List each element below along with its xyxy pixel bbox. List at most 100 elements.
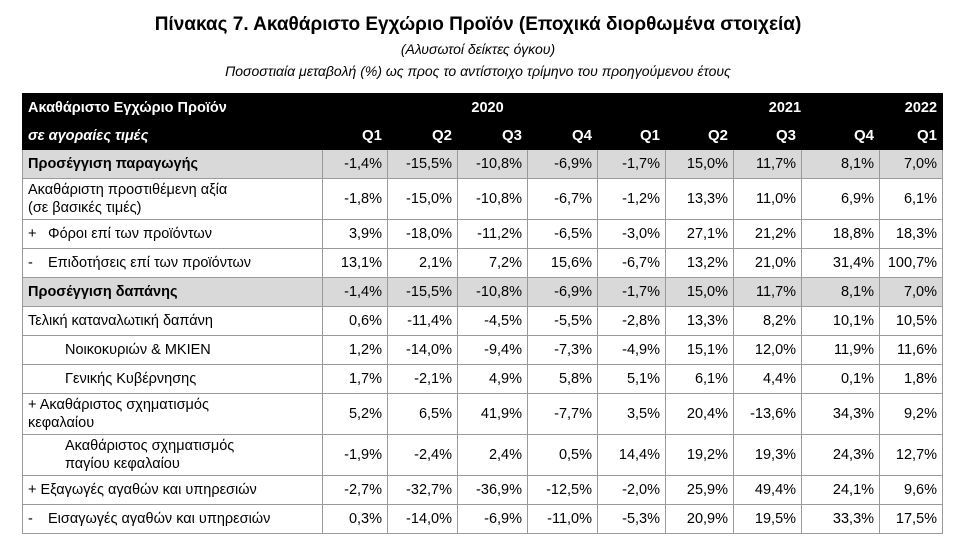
value-cell: 5,8% [526,364,599,394]
value-cell: 11,0% [733,178,803,220]
row-prefix: + [28,226,37,242]
value-cell: 31,4% [801,248,881,278]
value-cell: -18,0% [387,219,458,249]
value-cell: 25,9% [665,475,735,505]
value-cell: 6,1% [665,364,735,394]
value-cell: -6,5% [526,219,599,249]
value-cell: 12,0% [733,335,803,365]
value-cell: 13,3% [665,306,735,336]
quarter-header: Q4 [526,121,599,150]
header-sublabel: σε αγοραίες τιμές [22,121,323,150]
row-prefix: - [28,511,33,527]
value-cell: 0,3% [322,504,388,534]
value-cell: 13,1% [322,248,388,278]
value-cell: 41,9% [457,393,528,435]
value-cell: 4,9% [457,364,528,394]
value-cell: 100,7% [879,248,944,278]
header-row-quarters: σε αγοραίες τιμές Q1 Q2 Q3 Q4 Q1 Q2 Q3 Q… [22,121,944,150]
value-cell: -14,0% [387,335,458,365]
value-cell: -6,7% [526,178,599,220]
value-cell: -11,0% [526,504,599,534]
row-label-text: Νοικοκυριών & ΜΚΙΕΝ [65,342,211,358]
value-cell: -9,4% [457,335,528,365]
row-label-continuation: κεφαλαίου [28,415,95,431]
row-label: - Εισαγωγές αγαθών και υπηρεσιών [22,504,323,534]
value-cell: 7,0% [879,149,944,179]
value-cell: 6,9% [801,178,881,220]
quarter-header: Q1 [322,121,388,150]
table-row: Νοικοκυριών & ΜΚΙΕΝ 1,2% -14,0% -9,4% -7,3% -… [22,335,944,365]
header-label: Ακαθάριστο Εγχώριο Προϊόν [22,93,323,122]
value-cell: 15,0% [665,149,735,179]
table-row: + Εξαγωγές αγαθών και υπηρεσιών -2,7% -32,… [22,475,944,505]
value-cell: 24,3% [801,434,881,476]
value-cell: 20,9% [665,504,735,534]
value-cell: 8,1% [801,149,881,179]
row-label-text: Προσέγγιση δαπάνης [28,284,178,300]
value-cell: 18,3% [879,219,944,249]
row-label: Προσέγγιση δαπάνης [22,277,323,307]
value-cell: 1,2% [322,335,388,365]
value-cell: 0,1% [801,364,881,394]
value-cell: 15,1% [665,335,735,365]
value-cell: 9,2% [879,393,944,435]
value-cell: -7,3% [526,335,599,365]
row-label-text: Ακαθάριστη προστιθέμενη αξία [28,182,228,198]
value-cell: -6,7% [597,248,667,278]
value-cell: -2,7% [322,475,388,505]
row-label: + Ακαθάριστος σχηματισμός κεφαλαίου [22,393,323,435]
value-cell: -15,5% [387,277,458,307]
row-label-text: Τελική καταναλωτική δαπάνη [28,313,213,329]
row-label: Ακαθάριστος σχηματισμός παγίου κεφαλαίου [22,434,323,476]
value-cell: 33,3% [801,504,881,534]
year-2022: 2022 [879,93,944,122]
value-cell: 2,4% [457,434,528,476]
value-cell: -13,6% [733,393,803,435]
value-cell: 19,3% [733,434,803,476]
row-prefix: - [28,255,33,271]
row-label-text: Εισαγωγές αγαθών και υπηρεσιών [48,511,271,527]
value-cell: 34,3% [801,393,881,435]
row-label: Νοικοκυριών & ΜΚΙΕΝ [22,335,323,365]
year-2020: 2020 [321,93,599,122]
value-cell: 13,3% [665,178,735,220]
header-row-years: Ακαθάριστο Εγχώριο Προϊόν 2020 2021 2022 [22,93,944,122]
row-label: Ακαθάριστη προστιθέμενη αξία (σε βασικές … [22,178,323,220]
value-cell: 11,7% [733,149,803,179]
table-row: Τελική καταναλωτική δαπάνη 0,6% -11,4% -4,5… [22,306,944,336]
year-2021: 2021 [597,93,803,122]
value-cell: 4,4% [733,364,803,394]
value-cell: 5,2% [322,393,388,435]
table-row: + Ακαθάριστος σχηματισμός κεφαλαίου 5,2% 6,… [22,393,944,435]
table-row: Ακαθάριστη προστιθέμενη αξία (σε βασικές … [22,178,944,220]
value-cell: -2,1% [387,364,458,394]
value-cell: 3,5% [597,393,667,435]
value-cell: 0,6% [322,306,388,336]
row-label-continuation: (σε βασικές τιμές) [28,200,142,216]
table-row: Προσέγγιση δαπάνης -1,4% -15,5% -10,8% -6,9%… [22,277,944,307]
row-label: + Φόροι επί των προϊόντων [22,219,323,249]
value-cell: -1,4% [322,277,388,307]
row-label: Προσέγγιση παραγωγής [22,149,323,179]
value-cell: -6,9% [526,149,599,179]
value-cell: 10,5% [879,306,944,336]
quarter-header: Q2 [665,121,735,150]
value-cell: 19,2% [665,434,735,476]
value-cell: -1,7% [597,277,667,307]
row-label: - Επιδοτήσεις επί των προϊόντων [22,248,323,278]
value-cell: 8,1% [801,277,881,307]
value-cell: -32,7% [387,475,458,505]
row-label: Τελική καταναλωτική δαπάνη [22,306,323,336]
value-cell: 17,5% [879,504,944,534]
value-cell: 27,1% [665,219,735,249]
gdp-table: Ακαθάριστο Εγχώριο Προϊόν 2020 2021 2022… [22,93,944,534]
value-cell: 11,9% [801,335,881,365]
row-label-text: Γενικής Κυβέρνησης [65,371,197,387]
value-cell: 7,2% [457,248,528,278]
table-note: Ποσοστιαία μεταβολή (%) ως προς το αντίσ… [225,63,731,79]
value-cell: 18,8% [801,219,881,249]
table-title: Πίνακας 7. Ακαθάριστο Εγχώριο Προϊόν (Επ… [154,14,802,35]
value-cell: 15,6% [526,248,599,278]
table-row: Προσέγγιση παραγωγής -1,4% -15,5% -10,8% -6,… [22,149,944,179]
row-label-text: Ακαθάριστος σχηματισμός [65,438,235,454]
